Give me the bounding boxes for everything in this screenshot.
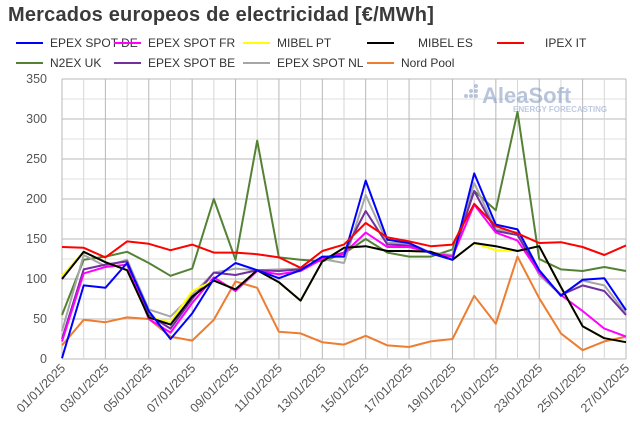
y-tick-label: 0 bbox=[40, 352, 47, 366]
legend-label: MIBEL ES bbox=[418, 36, 473, 50]
logo-subtext: ENERGY FORECASTING bbox=[513, 105, 607, 114]
logo-dot bbox=[469, 94, 473, 98]
legend-label: N2EX UK bbox=[50, 56, 101, 70]
legend-label: Nord Pool bbox=[401, 56, 454, 70]
chart-title: Mercados europeos de electricidad [€/MWh… bbox=[8, 4, 435, 26]
legend-label: EPEX SPOT NL bbox=[277, 56, 364, 70]
legend-item[interactable]: EPEX SPOT BE bbox=[114, 56, 235, 70]
logo-dot bbox=[474, 89, 478, 93]
legend-label: IPEX IT bbox=[545, 36, 587, 50]
logo-dot bbox=[474, 94, 478, 98]
y-tick-label: 50 bbox=[33, 312, 47, 326]
legend-item[interactable]: EPEX SPOT FR bbox=[114, 36, 235, 50]
legend-label: EPEX SPOT DE bbox=[50, 36, 138, 50]
legend-item[interactable]: EPEX SPOT NL bbox=[243, 56, 364, 70]
logo-dot bbox=[474, 84, 478, 88]
legend-item[interactable]: EPEX SPOT DE bbox=[16, 36, 138, 50]
legend-label: EPEX SPOT FR bbox=[148, 36, 235, 50]
y-tick-label: 200 bbox=[26, 192, 47, 206]
y-tick-label: 250 bbox=[26, 152, 47, 166]
legend-label: MIBEL PT bbox=[277, 36, 332, 50]
legend-item[interactable]: MIBEL PT bbox=[243, 36, 332, 50]
y-tick-label: 150 bbox=[26, 232, 47, 246]
y-tick-label: 350 bbox=[26, 72, 47, 86]
logo-dot bbox=[464, 94, 468, 98]
logo-dot bbox=[469, 89, 473, 93]
legend-item[interactable]: MIBEL ES bbox=[367, 36, 473, 50]
legend-item[interactable]: IPEX IT bbox=[497, 36, 587, 50]
legend-item[interactable]: N2EX UK bbox=[16, 56, 101, 70]
y-tick-label: 300 bbox=[26, 112, 47, 126]
legend-label: EPEX SPOT BE bbox=[148, 56, 235, 70]
logo-text: AleaSoft bbox=[482, 83, 572, 108]
y-tick-label: 100 bbox=[26, 272, 47, 286]
legend-item[interactable]: Nord Pool bbox=[367, 56, 454, 70]
